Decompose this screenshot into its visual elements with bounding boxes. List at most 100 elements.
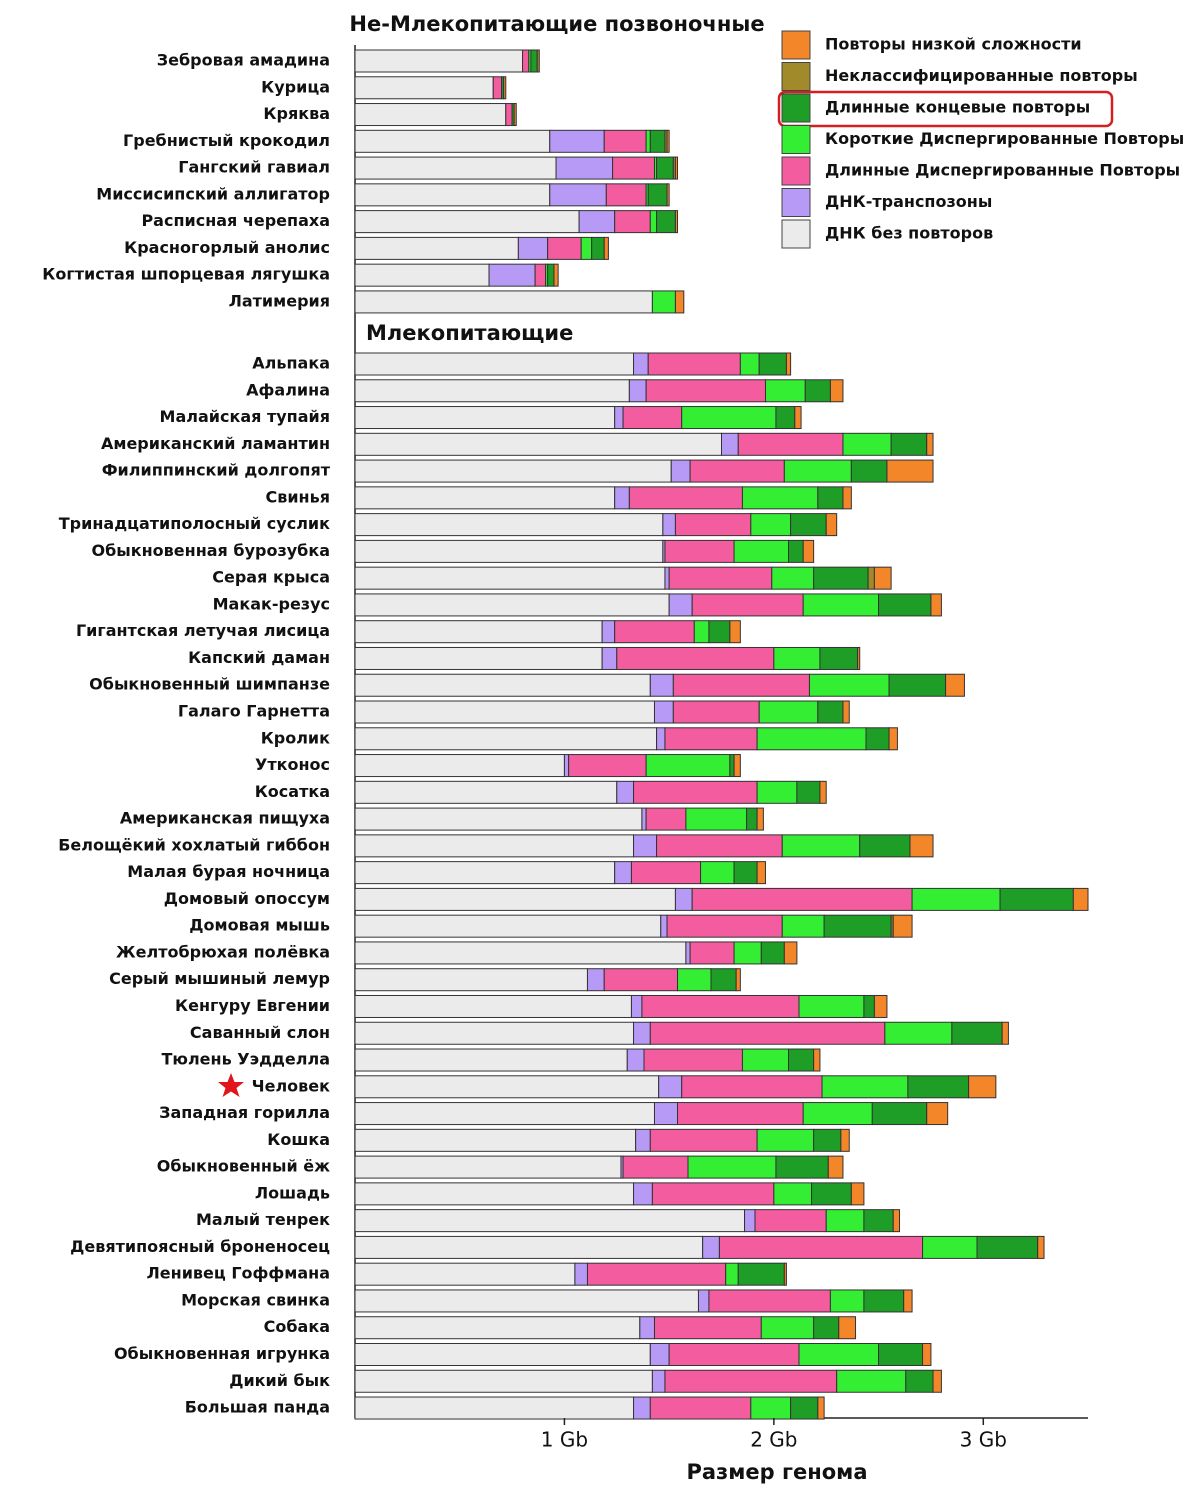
bar-segment	[651, 1182, 775, 1206]
bar-segment	[601, 620, 616, 644]
category-label: Малайская тупайя	[160, 407, 330, 426]
bar-segment	[926, 1102, 949, 1126]
bar-segment	[825, 1209, 865, 1233]
bar-segment	[905, 1369, 934, 1393]
category-label: Обыкновенный ёж	[157, 1157, 330, 1176]
bar-segment	[603, 236, 609, 260]
category-label: Обыкновенный шимпанзе	[89, 675, 330, 694]
bar-segment	[658, 1075, 683, 1099]
bar-segment	[668, 593, 693, 617]
bar-segment	[601, 646, 618, 670]
bar-segment	[614, 861, 632, 885]
bar-segment	[677, 1102, 804, 1126]
category-label: Красногорлый анолис	[124, 238, 330, 257]
bar-segment	[911, 887, 1001, 911]
bar-segment	[1001, 1021, 1009, 1045]
bar-segment	[790, 1396, 819, 1420]
bar-segment	[892, 1209, 901, 1233]
bar-segment	[804, 379, 831, 403]
bar-segment	[633, 1021, 651, 1045]
bar-segment	[785, 352, 792, 376]
category-label: Зебровая амадина	[157, 51, 330, 70]
legend-label: Длинные Диспергированные Повторы	[825, 161, 1180, 180]
bar-segment	[859, 834, 911, 858]
category-label: Гигантская летучая лисица	[76, 621, 330, 640]
bar-segment	[783, 941, 798, 965]
bar-segment	[697, 1289, 710, 1313]
category-label: Свинья	[265, 487, 330, 506]
bar-segment	[622, 406, 683, 430]
legend-label: ДНК-транспозоны	[825, 192, 992, 211]
category-label: Филиппинский долгопят	[102, 461, 331, 480]
bar-segment	[651, 1369, 666, 1393]
bar-segment	[691, 593, 804, 617]
bar-segment	[823, 914, 892, 938]
bar-segment	[708, 1289, 831, 1313]
bar-segment	[668, 566, 773, 590]
bar-segment	[656, 156, 674, 180]
bar-segment	[547, 236, 582, 260]
bar-segment	[754, 1209, 827, 1233]
category-label: Саванный слон	[190, 1023, 330, 1042]
bar-segment	[591, 236, 605, 260]
bar-segment	[614, 406, 624, 430]
bar-segment	[354, 941, 687, 965]
bar-segment	[354, 1209, 746, 1233]
x-axis-title: Размер генома	[686, 1460, 867, 1484]
bar-segment	[788, 539, 804, 563]
bar-segment	[813, 1048, 821, 1072]
bar-segment	[586, 1262, 727, 1286]
bar-segment	[660, 914, 668, 938]
bar-segment	[616, 646, 775, 670]
bar-segment	[354, 513, 664, 537]
bar-segment	[649, 1396, 752, 1420]
bar-segment	[354, 700, 655, 724]
bar-segment	[649, 673, 674, 697]
bar-segment	[932, 1369, 942, 1393]
bar-segment	[354, 406, 616, 430]
bar-segment	[354, 379, 630, 403]
bar-segment	[645, 807, 687, 831]
bar-segment	[354, 861, 616, 885]
bar-segment	[687, 1155, 777, 1179]
category-label: Морская свинка	[181, 1290, 330, 1309]
bar-segment	[838, 1316, 857, 1340]
category-label: Дикий бык	[229, 1371, 330, 1390]
bar-segment	[649, 210, 658, 234]
bar-segment	[505, 103, 513, 127]
bar-segment	[354, 290, 653, 314]
bar-segment	[817, 700, 844, 724]
bar-segment	[733, 861, 758, 885]
bar-segment	[863, 1289, 905, 1313]
bar-segment	[354, 49, 524, 73]
bar-segment	[668, 1342, 800, 1366]
bar-segment	[794, 406, 802, 430]
bar-segment	[788, 1048, 815, 1072]
bar-segment	[930, 593, 942, 617]
bar-segment	[802, 1102, 873, 1126]
bar-segment	[354, 183, 551, 207]
legend-swatch	[781, 62, 811, 91]
bar-segment	[534, 263, 547, 287]
bar-segment	[354, 459, 672, 483]
bar-segment	[888, 727, 898, 751]
bar-segment	[354, 210, 580, 234]
bar-segment	[873, 994, 888, 1018]
bar-segment	[633, 1182, 653, 1206]
bar-segment	[492, 76, 503, 100]
bar-segment	[819, 646, 859, 670]
bar-segment	[758, 700, 819, 724]
bar-segment	[735, 968, 741, 992]
bar-segment	[819, 780, 827, 804]
bar-segment	[817, 486, 844, 510]
bar-segment	[354, 1262, 576, 1286]
bar-segment	[773, 646, 821, 670]
bar-segment	[733, 539, 790, 563]
bar-segment	[783, 459, 852, 483]
bar-segment	[603, 129, 647, 153]
legend-swatch	[781, 125, 811, 154]
bar-segment	[549, 129, 605, 153]
bar-segment	[622, 1155, 689, 1179]
bar-segment	[662, 513, 676, 537]
